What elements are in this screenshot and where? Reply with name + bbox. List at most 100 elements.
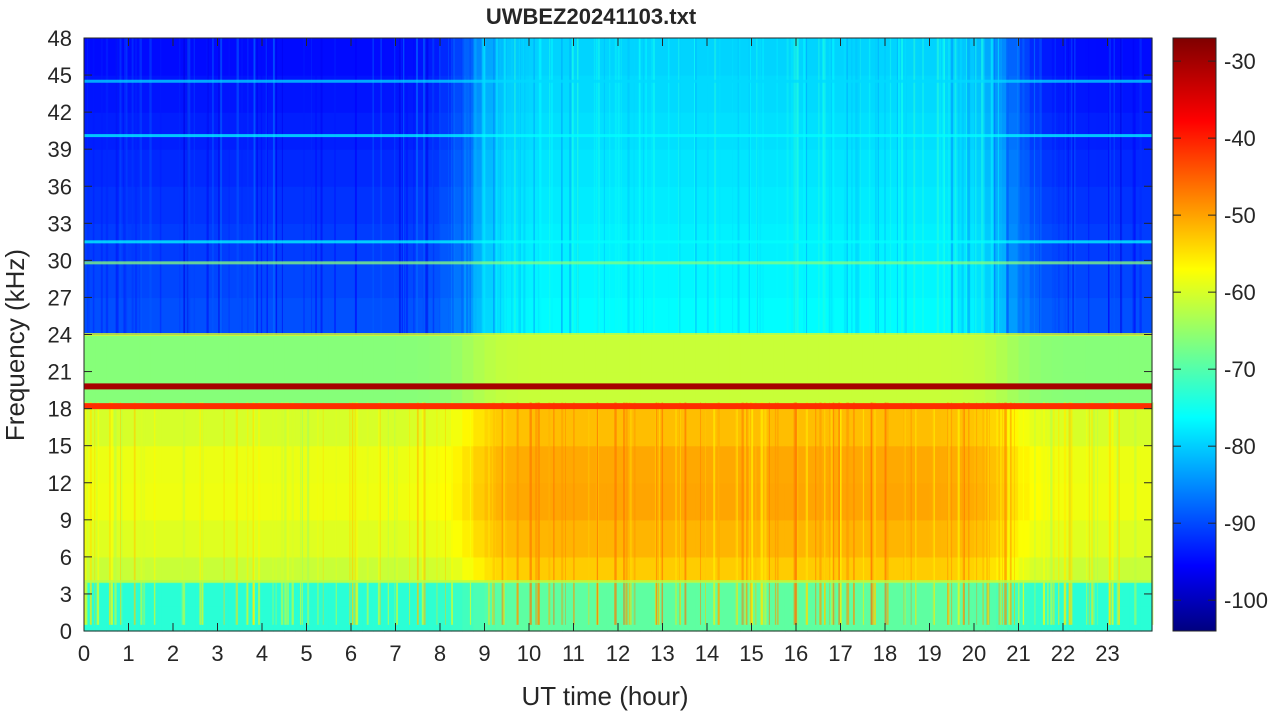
heatmap-cell (1085, 75, 1097, 113)
heatmap-cell (896, 556, 908, 583)
heatmap-cell (695, 75, 708, 113)
heatmap-cell (139, 260, 152, 299)
heatmap-cell (1029, 260, 1042, 299)
x-tick-label: 8 (434, 641, 446, 666)
heatmap-cell (1074, 75, 1086, 113)
heatmap-streak (1058, 38, 1060, 335)
heatmap-cell (1074, 186, 1086, 224)
heatmap-cell (239, 186, 252, 224)
heatmap-cell (117, 556, 130, 583)
heatmap-cell (495, 445, 508, 484)
heatmap-cell (95, 149, 107, 187)
heatmap-streak (832, 402, 834, 625)
heatmap-cell (1051, 519, 1064, 558)
heatmap-cell (317, 606, 330, 632)
heatmap-cell (873, 556, 886, 583)
heatmap-cell (918, 149, 931, 187)
x-tick-label: 10 (517, 641, 541, 666)
heatmap-cell (1107, 606, 1120, 632)
heatmap-cell (473, 606, 486, 632)
heatmap-cell (306, 606, 319, 632)
heatmap-cell (673, 519, 686, 558)
heatmap-cell (173, 371, 185, 410)
heatmap-cell (840, 581, 853, 607)
heatmap-cell (573, 297, 586, 336)
heatmap-cell (540, 519, 552, 558)
heatmap-cell (462, 408, 474, 447)
heatmap-cell (529, 408, 541, 447)
heatmap-cell (918, 581, 931, 607)
y-tick-label: 42 (48, 100, 72, 125)
heatmap-cell (529, 334, 541, 373)
heatmap-cell (484, 75, 497, 113)
heatmap-cell (1085, 408, 1097, 447)
heatmap-streak (886, 402, 889, 625)
heatmap-cell (384, 606, 397, 632)
heatmap-cell (1051, 334, 1064, 373)
heatmap-cell (584, 334, 597, 373)
heatmap-cell (1140, 149, 1153, 187)
heatmap-cell (584, 260, 597, 299)
heatmap-streak (1034, 402, 1036, 625)
heatmap-cell (862, 75, 875, 113)
heatmap-cell (529, 556, 541, 583)
heatmap-cell (618, 149, 630, 187)
heatmap-cell (1118, 75, 1131, 113)
heatmap-streak (898, 38, 900, 335)
heatmap-cell (718, 371, 730, 410)
heatmap-cell (1096, 371, 1109, 410)
heatmap-cell (217, 371, 230, 410)
heatmap-cell (239, 482, 252, 521)
heatmap-cell (1140, 334, 1153, 373)
heatmap-cell (117, 38, 130, 76)
heatmap-cell (228, 334, 241, 373)
heatmap-cell (762, 334, 775, 373)
heatmap-cell (406, 149, 419, 187)
heatmap-cell (640, 606, 652, 632)
heatmap-streak (838, 402, 841, 625)
heatmap-streak (939, 38, 942, 335)
heatmap-cell (1007, 606, 1020, 632)
heatmap-cell (506, 297, 519, 336)
heatmap-cell (451, 75, 463, 113)
heatmap-streak (1088, 402, 1090, 625)
heatmap-cell (451, 606, 463, 632)
heatmap-streak (315, 38, 317, 335)
heatmap-cell (440, 519, 452, 558)
heatmap-cell (773, 445, 786, 484)
heatmap-cell (117, 371, 130, 410)
heatmap-cell (707, 519, 719, 558)
heatmap-cell (740, 75, 753, 113)
heatmap-cell (1140, 408, 1153, 447)
heatmap-cell (1074, 260, 1086, 299)
heatmap-cell (818, 334, 830, 373)
heatmap-streak (1107, 38, 1110, 335)
heatmap-streak (303, 38, 305, 335)
heatmap-cell (1029, 38, 1042, 76)
heatmap-cell (618, 186, 630, 224)
heatmap-cell (796, 482, 808, 521)
heatmap-streak (797, 402, 799, 625)
heatmap-cell (562, 371, 575, 410)
heatmap-cell (595, 38, 608, 76)
heatmap-cell (406, 606, 419, 632)
heatmap-cell (428, 186, 441, 224)
heatmap-cell (985, 606, 997, 632)
heatmap-cell (228, 581, 241, 607)
heatmap-cell (306, 408, 319, 447)
heatmap-cell (784, 556, 797, 583)
heatmap-cell (540, 75, 552, 113)
heatmap-cell (428, 38, 441, 76)
heatmap-cell (1085, 149, 1097, 187)
heatmap-cell (406, 519, 419, 558)
heatmap-cell (885, 75, 897, 113)
heatmap-cell (885, 334, 897, 373)
heatmap-streak (1063, 402, 1066, 625)
heatmap-cell (173, 519, 185, 558)
heatmap-cell (417, 334, 430, 373)
heatmap-streak (625, 402, 628, 625)
heatmap-cell (84, 112, 96, 150)
heatmap-cell (384, 149, 397, 187)
y-tick-label: 36 (48, 174, 72, 199)
heatmap-cell (362, 112, 374, 150)
